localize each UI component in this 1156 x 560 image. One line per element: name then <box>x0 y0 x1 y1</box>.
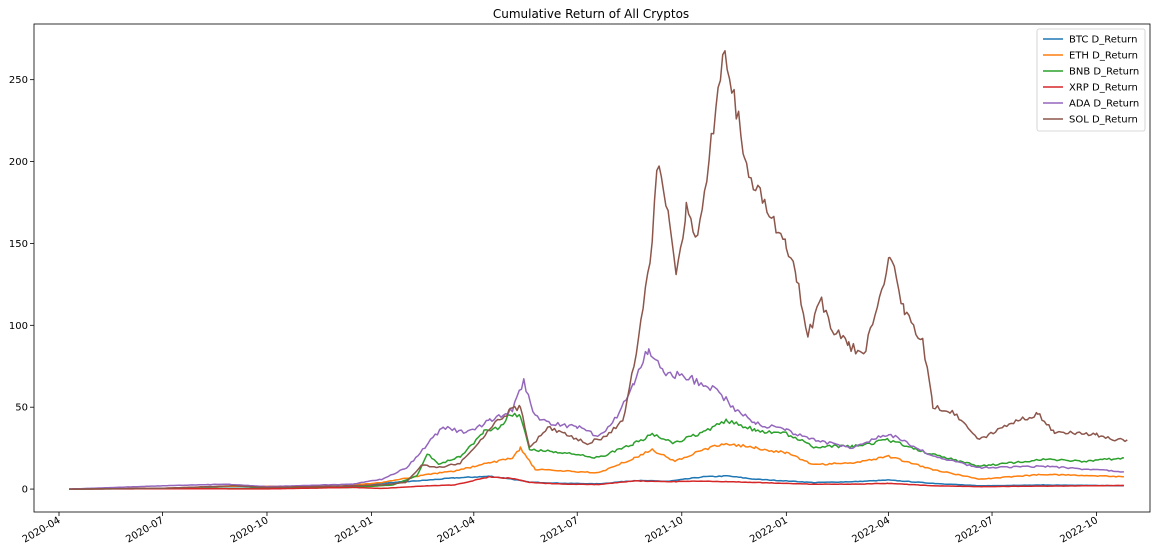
y-tick-label: 100 <box>9 321 28 332</box>
series-line-ada <box>69 348 1124 490</box>
series-line-sol <box>69 50 1128 490</box>
y-tick-label: 0 <box>22 485 28 496</box>
y-tick-label: 250 <box>9 75 28 86</box>
legend-label: SOL D_Return <box>1069 115 1138 126</box>
plot-area-frame <box>33 23 1151 513</box>
legend-box <box>1036 28 1146 132</box>
legend-label: BNB D_Return <box>1069 67 1139 78</box>
legend-label: ADA D_Return <box>1069 99 1139 110</box>
series-line-xrp <box>69 475 1124 490</box>
y-tick-label: 50 <box>15 403 28 414</box>
legend-label: BTC D_Return <box>1069 35 1137 46</box>
y-axis: 0 50 100 150 200 250 <box>9 75 34 496</box>
y-tick-label: 150 <box>9 239 28 250</box>
legend: BTC D_Return ETH D_Return BNB D_Return XRP … <box>1036 28 1146 132</box>
legend-label: ETH D_Return <box>1069 51 1138 62</box>
y-tick-label: 200 <box>9 157 28 168</box>
series-layer <box>69 50 1128 490</box>
legend-label: XRP D_Return <box>1069 83 1138 94</box>
chart-title: Cumulative Return of All Cryptos <box>493 7 689 21</box>
